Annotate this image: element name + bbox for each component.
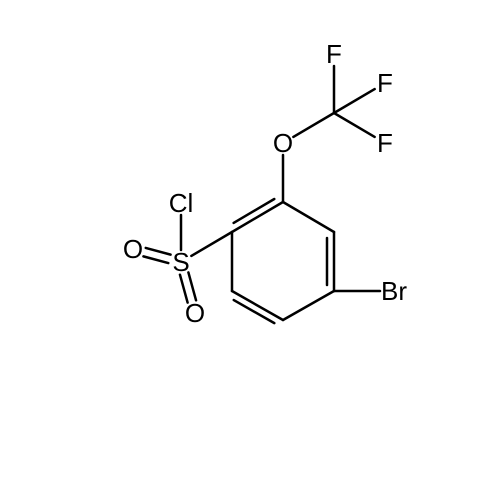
- atom-label-o_ether: O: [273, 128, 293, 158]
- atom-label-cl: Cl: [169, 188, 194, 218]
- atom-label-f2: F: [377, 68, 393, 98]
- atom-label-f1: F: [377, 128, 393, 158]
- atom-label-br: Br: [381, 276, 407, 306]
- atoms-layer: BrOFFFSClOO: [123, 39, 407, 328]
- atom-label-s: S: [172, 247, 189, 277]
- atom-label-o_s2: O: [185, 298, 205, 328]
- atom-label-o_s1: O: [123, 234, 143, 264]
- molecule-diagram: BrOFFFSClOO: [0, 0, 500, 500]
- atom-label-f3: F: [326, 39, 342, 69]
